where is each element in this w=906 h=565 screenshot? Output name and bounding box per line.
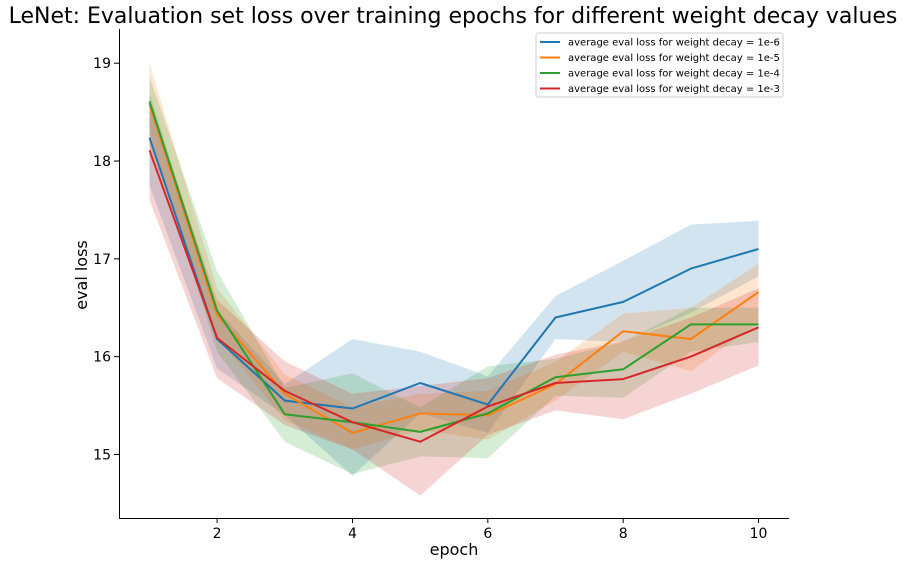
y-tick-label-17: 17 — [93, 252, 111, 268]
axes — [119, 29, 789, 519]
confidence-bands — [149, 63, 759, 496]
series-line-3 — [148, 101, 759, 433]
confidence-band-3 — [149, 76, 759, 475]
confidence-band-2 — [149, 63, 759, 450]
legend-label-4: average eval loss for weight decay = 1e-… — [568, 84, 780, 95]
y-tick-label-16: 16 — [93, 350, 111, 366]
series-line-4 — [148, 149, 759, 443]
x-tick-label-4: 4 — [348, 526, 357, 542]
y-ticks: 15 16 17 18 19 — [93, 56, 119, 463]
series-line-1 — [148, 137, 759, 410]
x-axis-label: epoch — [430, 540, 479, 559]
y-tick-label-19: 19 — [93, 56, 111, 72]
legend: average eval loss for weight decay = 1e-… — [535, 32, 784, 98]
confidence-band-1 — [149, 92, 759, 476]
legend-label-1: average eval loss for weight decay = 1e-… — [568, 38, 780, 49]
x-tick-label-10: 10 — [750, 526, 768, 542]
series-lines — [148, 101, 760, 443]
y-axis-label: eval loss — [72, 240, 91, 310]
chart-title: LeNet: Evaluation set loss over training… — [9, 4, 898, 29]
x-tick-label-2: 2 — [213, 526, 222, 542]
legend-label-3: average eval loss for weight decay = 1e-… — [568, 69, 780, 80]
x-tick-label-8: 8 — [619, 526, 628, 542]
x-ticks: 2 4 6 8 10 — [213, 518, 768, 542]
legend-label-2: average eval loss for weight decay = 1e-… — [568, 53, 780, 64]
x-tick-label-6: 6 — [483, 526, 492, 542]
confidence-band-4 — [149, 102, 759, 496]
y-tick-label-18: 18 — [93, 154, 111, 170]
legend-frame — [535, 32, 784, 98]
y-tick-label-15: 15 — [93, 447, 111, 463]
series-line-2 — [148, 103, 760, 434]
